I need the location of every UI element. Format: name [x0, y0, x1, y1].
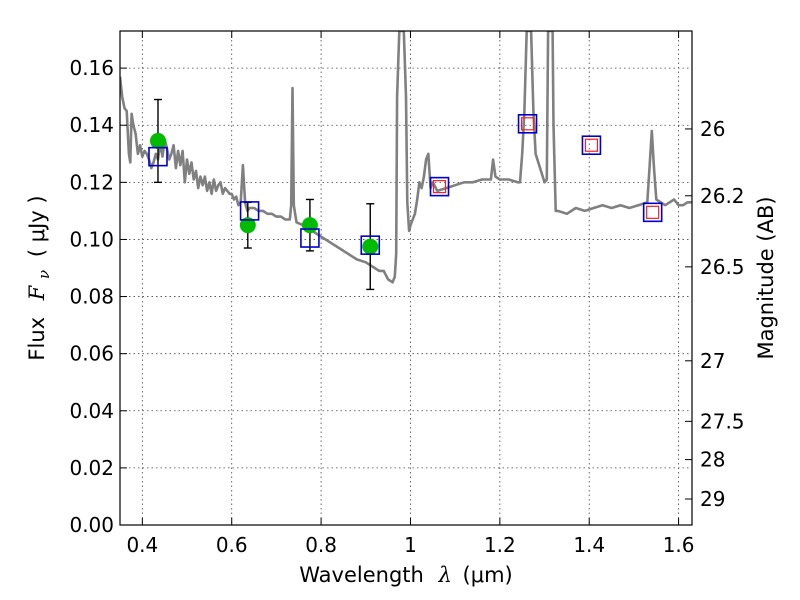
observed-point [301, 217, 318, 234]
ir-square [520, 117, 535, 131]
model-square [239, 201, 260, 221]
photometry-markers [148, 98, 663, 291]
right-tick-label: 28 [700, 448, 725, 472]
model-square [517, 114, 538, 134]
right-tick-label: 29 [700, 487, 725, 511]
y-tick-label: 0.00 [69, 513, 114, 537]
y-axis-label-text: Flux [25, 317, 49, 361]
right-tick-label: 27 [700, 349, 725, 373]
ir-square [584, 138, 599, 152]
observed-point [362, 238, 379, 255]
x-tick-label: 1.4 [573, 533, 605, 557]
right-tick-label: 27.5 [700, 409, 745, 433]
y-tick-label: 0.06 [69, 342, 114, 366]
y-tick-label: 0.02 [69, 456, 114, 480]
y-axis-label-unit: ( μJy ) [25, 195, 49, 257]
model-square [429, 176, 450, 197]
y-axis-label: Flux F ν ( μJy ) [25, 195, 54, 360]
ir-square [432, 180, 447, 194]
model-square [581, 135, 602, 156]
x-tick-label: 1 [404, 533, 417, 557]
ir-square [646, 205, 660, 219]
model-spectrum [120, 31, 692, 284]
x-tick-label: 0.8 [305, 533, 337, 557]
y-axis-label-symbol: F [25, 284, 49, 301]
y-tick-label: 0.04 [69, 399, 114, 423]
right-tick-label: 26 [700, 117, 725, 141]
y-tick-label: 0.12 [69, 170, 114, 194]
y-tick-label: 0.14 [69, 113, 114, 137]
x-tick-label: 0.6 [216, 533, 248, 557]
x-axis-label: Wavelength λ (μm) [299, 563, 512, 587]
model-square [360, 235, 381, 255]
axis-ticks: 0.4 0.6 0.8 1 1.2 1.4 1.6 0.00 0.02 0.04 0.06 0.08 0… [69, 31, 745, 557]
y-tick-label: 0.08 [69, 285, 114, 309]
x-axis-label-unit: (μm) [463, 563, 513, 587]
x-tick-label: 0.4 [126, 533, 158, 557]
observed-point [239, 217, 256, 234]
y-tick-label: 0.16 [69, 56, 114, 80]
model-square [642, 202, 663, 223]
y-axis-label-subscript: ν [35, 270, 53, 279]
y-tick-label: 0.10 [69, 227, 114, 251]
model-square [300, 228, 320, 248]
right-tick-label: 26.5 [700, 255, 745, 279]
spectrum-line [120, 31, 692, 284]
model-square [148, 146, 168, 167]
grid-lines [120, 31, 692, 525]
x-axis-label-symbol: λ [438, 563, 452, 587]
observed-point [149, 132, 166, 149]
right-axis-label: Magnitude (AB) [754, 196, 778, 359]
plot-frame [119, 30, 693, 526]
x-axis-label-text: Wavelength [299, 563, 424, 587]
x-tick-label: 1.6 [663, 533, 695, 557]
x-tick-label: 1.2 [484, 533, 516, 557]
right-tick-label: 26.2 [700, 184, 745, 208]
